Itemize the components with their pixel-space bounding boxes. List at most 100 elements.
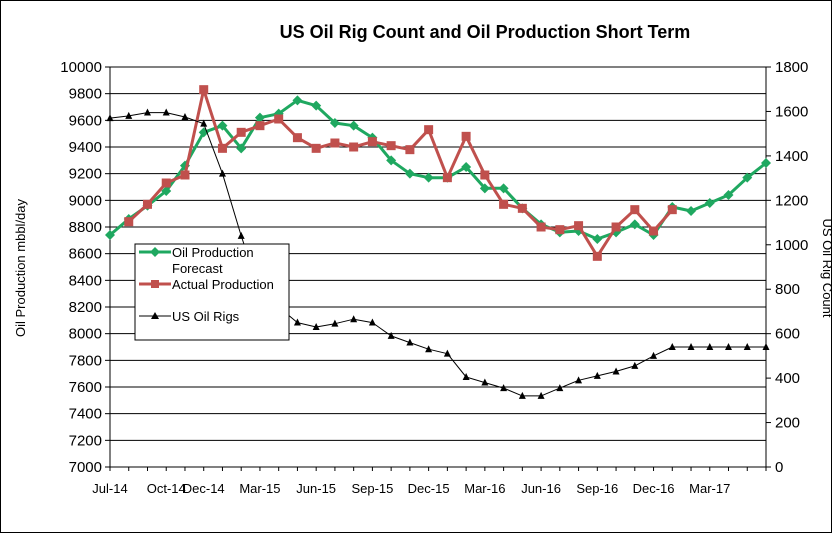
data-point [217,143,227,153]
data-point [367,137,377,147]
data-point [311,143,321,153]
data-point [536,222,546,232]
data-point [106,114,114,122]
left-tick-label: 8000 [69,326,102,343]
left-tick-label: 9600 [69,112,102,129]
data-point [330,138,340,148]
data-point [649,226,659,236]
data-point [161,178,171,188]
data-point [612,367,620,375]
data-point [762,343,770,350]
data-point [387,331,395,339]
series-line [127,88,674,258]
data-point [386,141,396,151]
data-point [423,172,434,183]
x-tick-label: Sep-15 [351,481,393,496]
data-point [105,230,115,240]
right-tick-label: 1400 [775,148,808,165]
left-tick-label: 7200 [69,432,102,449]
legend-label-forecast: Oil Production Forecast [172,245,254,276]
data-point [312,323,320,330]
data-point [742,172,753,183]
data-point [180,170,190,180]
right-tick-label: 1000 [775,237,808,254]
legend-label-rigs: US Oil Rigs [172,309,240,324]
data-point [592,234,603,244]
data-point [200,119,208,127]
series-line [109,98,767,241]
plot-area [109,66,767,468]
data-point [443,349,451,357]
data-point [292,133,302,143]
data-point [311,100,322,111]
series-oil-production-forecast [105,95,771,244]
data-point [254,112,265,123]
left-tick-label: 8400 [69,272,102,289]
data-point [479,183,490,194]
legend-marker-forecast [150,247,160,257]
right-tick-label: 0 [775,459,783,476]
data-point [462,373,470,380]
legend-marker-rigs [151,312,159,319]
left-tick-label: 8200 [69,299,102,316]
series-layer [105,85,771,399]
right-tick-label: 200 [775,415,800,432]
data-point [162,108,170,116]
data-point [518,391,526,399]
data-point [198,127,209,138]
x-tick-label: Mar-16 [464,481,505,496]
data-point [405,145,415,155]
data-point [218,169,226,177]
series-line [109,112,766,397]
data-point [292,95,303,106]
right-tick-label: 400 [775,370,800,387]
data-point [404,168,415,179]
x-tick-label: Mar-15 [239,481,280,496]
right-axis-label: US Oil Rig Count [820,219,832,318]
data-point [442,173,452,183]
chart-title: US Oil Rig Count and Oil Production Shor… [280,22,691,42]
data-point [500,384,508,392]
data-point [348,120,359,131]
left-tick-label: 8800 [69,219,102,236]
x-tick-label: Sep-16 [576,481,618,496]
data-point [725,343,733,350]
data-point [143,108,151,116]
data-point [574,221,584,231]
left-tick-label: 9000 [69,192,102,209]
data-point [237,231,245,239]
data-point [630,205,640,215]
data-point [650,351,658,359]
data-point [704,198,715,208]
x-tick-label: Dec-14 [183,481,225,496]
x-tick-label: Jun-16 [521,481,561,496]
right-tick-label: 1800 [775,59,808,76]
data-point [161,186,172,196]
left-tick-label: 7400 [69,406,102,423]
legend-box [134,243,290,341]
data-point [406,338,414,346]
data-point [236,127,246,137]
left-tick-label: 9200 [69,166,102,183]
data-point [349,142,359,152]
data-point [368,318,376,326]
left-tick-label: 9800 [69,86,102,103]
data-point [686,206,697,216]
data-point [667,205,677,215]
data-point [331,319,339,327]
x-tick-label: Dec-16 [633,481,675,496]
data-point [629,219,640,230]
left-tick-label: 10000 [60,59,102,76]
x-tick-label: Mar-17 [689,481,730,496]
left-tick-label: 8600 [69,246,102,263]
right-tick-label: 1600 [775,103,808,120]
series-actual-production [124,85,677,261]
x-tick-label: Jul-14 [92,481,127,496]
x-tick-label: Dec-15 [408,481,450,496]
right-tick-label: 1200 [775,192,808,209]
left-tick-label: 7000 [69,459,102,476]
data-point [480,170,490,180]
x-tick-label: Jun-15 [296,481,336,496]
data-point [761,158,771,168]
